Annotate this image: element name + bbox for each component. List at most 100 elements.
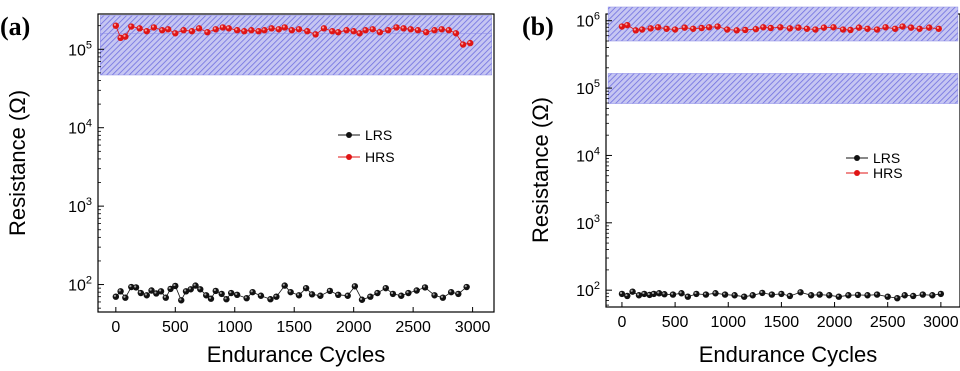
point-highlight-lrs-a	[456, 291, 459, 295]
point-highlight-hrs-b	[699, 26, 702, 29]
point-highlight-lrs-b	[630, 289, 633, 292]
point-highlight-lrs-a	[208, 296, 212, 299]
point-hrs-b	[795, 24, 802, 31]
point-highlight-lrs-b	[657, 291, 660, 294]
point-hrs-b	[624, 21, 631, 29]
y-tick-label: 105	[68, 39, 92, 59]
point-hrs-a	[376, 29, 384, 36]
point-highlight-lrs-a	[188, 287, 191, 290]
point-hrs-a	[195, 25, 203, 32]
point-highlight-hrs-a	[235, 28, 238, 31]
panel-label-b: (b)	[522, 12, 554, 41]
point-hrs-b	[803, 25, 811, 32]
point-hrs-a	[212, 26, 219, 33]
point-lrs-a	[249, 288, 256, 296]
point-highlight-hrs-a	[313, 32, 316, 35]
point-hrs-b	[647, 25, 654, 32]
point-hrs-a	[343, 27, 350, 34]
point-highlight-lrs-a	[390, 291, 394, 295]
point-highlight-hrs-a	[408, 27, 411, 30]
point-lrs-a	[351, 283, 359, 290]
point-lrs-a	[431, 292, 438, 299]
point-lrs-a	[455, 290, 462, 298]
point-highlight-lrs-a	[134, 285, 137, 288]
band-a-1	[100, 33, 492, 76]
band-b-1	[607, 73, 959, 104]
point-lrs-a	[233, 291, 241, 299]
point-highlight-lrs-a	[399, 293, 402, 296]
point-highlight-lrs-b	[875, 292, 878, 295]
point-highlight-lrs-a	[138, 291, 142, 294]
point-highlight-lrs-b	[723, 292, 726, 295]
point-highlight-hrs-b	[664, 26, 667, 29]
point-lrs-b	[702, 291, 710, 298]
point-highlight-lrs-b	[836, 294, 840, 297]
point-lrs-b	[826, 292, 833, 299]
point-highlight-lrs-b	[694, 291, 697, 295]
point-lrs-a	[178, 297, 185, 304]
point-highlight-hrs-a	[289, 28, 293, 31]
point-hrs-b	[925, 24, 933, 31]
x-ticks-b: 0 500 1000 1500 2000 2500 3000	[617, 302, 959, 331]
point-lrs-b	[873, 291, 881, 298]
point-highlight-hrs-b	[857, 25, 860, 28]
point-highlight-hrs-a	[446, 28, 450, 31]
point-highlight-lrs-a	[423, 285, 426, 288]
point-highlight-lrs-a	[274, 294, 277, 297]
point-highlight-hrs-a	[269, 26, 272, 29]
point-hrs-a	[164, 26, 172, 33]
point-hrs-a	[172, 30, 179, 37]
point-hrs-a	[312, 31, 319, 38]
point-hrs-a	[400, 25, 407, 32]
point-highlight-hrs-b	[673, 27, 676, 30]
point-highlight-lrs-b	[787, 293, 791, 297]
point-highlight-lrs-a	[219, 291, 222, 295]
point-lrs-a	[117, 288, 124, 295]
point-lrs-a	[374, 289, 381, 297]
point-highlight-hrs-a	[129, 24, 132, 27]
point-highlight-lrs-b	[846, 293, 849, 296]
point-highlight-hrs-b	[865, 26, 868, 29]
point-highlight-hrs-a	[151, 25, 155, 28]
point-highlight-lrs-a	[118, 289, 121, 292]
point-highlight-hrs-a	[137, 26, 140, 29]
point-highlight-hrs-a	[370, 27, 373, 30]
point-highlight-hrs-a	[468, 41, 471, 44]
point-highlight-lrs-b	[769, 292, 773, 295]
point-lrs-a	[157, 288, 165, 295]
point-lrs-b	[884, 293, 891, 300]
point-hrs-a	[384, 27, 392, 34]
point-hrs-b	[705, 24, 713, 31]
point-lrs-b	[786, 292, 794, 300]
point-highlight-lrs-a	[129, 285, 132, 288]
point-highlight-lrs-b	[647, 292, 650, 296]
point-highlight-lrs-a	[336, 292, 339, 296]
point-highlight-hrs-b	[900, 24, 903, 27]
point-highlight-hrs-b	[883, 25, 886, 28]
y-tick-label: 106	[576, 11, 600, 31]
point-lrs-a	[267, 296, 274, 303]
x-tick-label: 1000	[710, 314, 746, 331]
point-highlight-lrs-b	[895, 296, 898, 299]
point-highlight-lrs-b	[817, 292, 820, 295]
point-hrs-a	[204, 29, 211, 36]
point-highlight-lrs-b	[902, 293, 905, 296]
point-lrs-b	[721, 291, 729, 298]
point-hrs-a	[407, 26, 414, 33]
point-lrs-a	[344, 292, 351, 299]
point-highlight-hrs-a	[113, 23, 117, 26]
x-tick-label: 2000	[817, 314, 853, 331]
point-highlight-hrs-b	[813, 27, 816, 30]
point-lrs-a	[281, 282, 288, 289]
point-highlight-lrs-a	[432, 293, 435, 296]
bands-a	[100, 15, 492, 76]
point-highlight-lrs-b	[855, 292, 859, 296]
x-tick-label: 3000	[455, 319, 491, 336]
point-lrs-b	[655, 290, 663, 297]
point-highlight-hrs-a	[377, 30, 381, 33]
point-highlight-lrs-b	[651, 291, 655, 295]
point-hrs-a	[431, 27, 438, 34]
point-highlight-lrs-a	[464, 285, 467, 288]
chart-panel-b: (b) 0 500 1000 1500 2000 2500 3000 10210310410…	[522, 6, 960, 367]
point-highlight-hrs-b	[831, 25, 834, 28]
